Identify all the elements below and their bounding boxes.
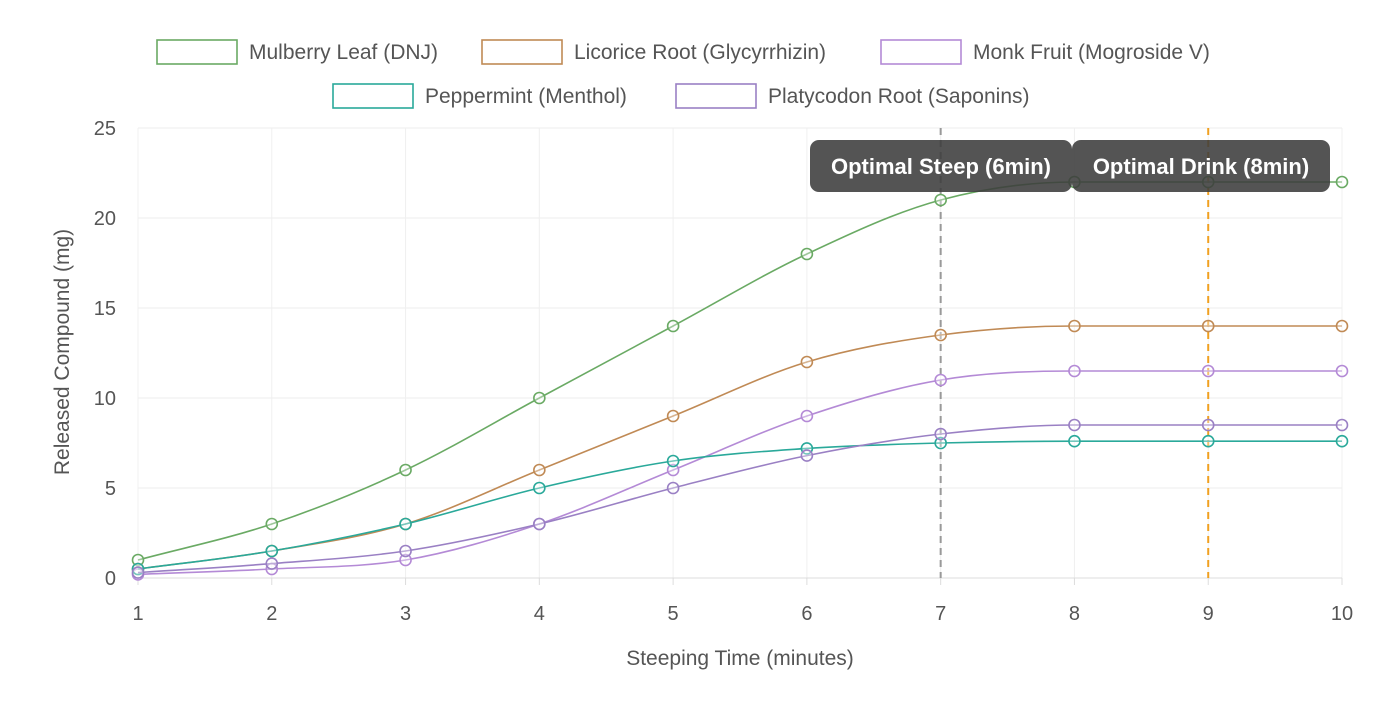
data-point[interactable] (800, 409, 814, 423)
data-point[interactable] (666, 454, 680, 468)
data-point[interactable] (533, 463, 546, 477)
data-point[interactable] (533, 391, 546, 405)
data-point[interactable] (934, 373, 947, 387)
data-point[interactable] (800, 449, 814, 462)
legend-label: Licorice Root (Glycyrrhizin) (574, 41, 826, 64)
legend-label: Monk Fruit (Mogroside V) (973, 41, 1210, 64)
legend-swatch (675, 83, 757, 109)
axes: 0 5 10 15 20 25 1 2 3 4 5 6 7 8 9 10 (94, 118, 1353, 625)
x-tick-label: 10 (1331, 603, 1353, 625)
x-tick-label: 7 (935, 603, 946, 625)
data-point[interactable] (934, 328, 947, 342)
annotation-label: Optimal Drink (8min) (1072, 140, 1330, 192)
legend-label: Peppermint (Menthol) (425, 85, 627, 108)
data-point[interactable] (1068, 418, 1081, 432)
annotation-label-box (810, 140, 1072, 192)
data-point[interactable] (666, 409, 680, 423)
data-point[interactable] (265, 557, 279, 570)
data-point[interactable] (1201, 434, 1215, 448)
legend-item[interactable]: Monk Fruit (Mogroside V) (880, 39, 1210, 65)
data-point[interactable] (265, 517, 279, 531)
data-point[interactable] (1068, 364, 1081, 378)
annotation-lines (939, 128, 1210, 578)
y-tick-label: 10 (94, 388, 116, 410)
y-tick-label: 0 (105, 568, 116, 590)
data-point[interactable] (1335, 175, 1349, 189)
series-5 (131, 418, 1349, 579)
annotation-labels: Optimal Steep (6min) Optimal Drink (8min) (810, 140, 1330, 192)
data-point[interactable] (666, 319, 680, 333)
data-point[interactable] (1335, 434, 1349, 448)
x-tick-label: 6 (801, 603, 812, 625)
data-point[interactable] (399, 544, 412, 558)
x-tick-label: 8 (1069, 603, 1080, 625)
data-point[interactable] (1335, 319, 1349, 333)
data-point[interactable] (131, 566, 145, 579)
y-tick-label: 20 (94, 208, 116, 230)
legend-item[interactable]: Mulberry Leaf (DNJ) (156, 39, 438, 65)
series-line (137, 440, 1342, 570)
data-point[interactable] (1068, 319, 1081, 333)
data-point[interactable] (800, 355, 814, 369)
data-point[interactable] (1068, 434, 1081, 448)
legend: Mulberry Leaf (DNJ) Licorice Root (Glycyr… (156, 39, 1210, 109)
y-tick-label: 15 (94, 298, 116, 320)
data-point[interactable] (533, 481, 546, 495)
y-tick-label: 5 (105, 478, 116, 500)
series-2 (131, 319, 1349, 576)
series-line (137, 370, 1342, 576)
legend-swatch (880, 39, 962, 65)
x-tick-label: 3 (400, 603, 411, 625)
legend-swatch (332, 83, 414, 109)
data-point[interactable] (399, 463, 412, 477)
legend-label: Platycodon Root (Saponins) (768, 85, 1030, 108)
data-point[interactable] (1335, 418, 1349, 432)
data-point[interactable] (265, 544, 279, 558)
annotation-label-text: Optimal Steep (6min) (831, 154, 1051, 179)
series-layer (131, 175, 1349, 581)
data-point[interactable] (1201, 418, 1215, 432)
x-tick-label: 2 (266, 603, 277, 625)
data-point[interactable] (800, 247, 814, 261)
series-4 (131, 434, 1349, 576)
data-point[interactable] (934, 193, 947, 207)
data-point[interactable] (666, 463, 680, 477)
y-axis-title: Released Compound (mg) (51, 229, 74, 475)
legend-item[interactable]: Peppermint (Menthol) (332, 83, 627, 109)
legend-swatch (481, 39, 563, 65)
annotation-label-text: Optimal Drink (8min) (1093, 154, 1309, 179)
data-point[interactable] (1201, 364, 1215, 378)
data-point[interactable] (1335, 364, 1349, 378)
data-point[interactable] (934, 436, 947, 450)
x-tick-label: 9 (1203, 603, 1214, 625)
annotation-label-box (1072, 140, 1330, 192)
legend-swatch (156, 39, 238, 65)
data-point[interactable] (666, 481, 680, 495)
y-tick-label: 25 (94, 118, 116, 140)
annotation-label: Optimal Steep (6min) (810, 140, 1072, 192)
data-point[interactable] (1201, 319, 1215, 333)
x-tick-label: 5 (668, 603, 679, 625)
legend-item[interactable]: Licorice Root (Glycyrrhizin) (481, 39, 826, 65)
data-point[interactable] (533, 517, 546, 531)
grid (137, 127, 1343, 579)
legend-label: Mulberry Leaf (DNJ) (249, 41, 438, 64)
series-line (137, 424, 1342, 574)
x-axis-title: Steeping Time (minutes) (626, 647, 854, 670)
data-point[interactable] (399, 553, 412, 567)
data-point[interactable] (131, 553, 145, 567)
x-tick-label: 4 (534, 603, 545, 625)
x-tick-label: 1 (132, 603, 143, 625)
data-point[interactable] (399, 517, 412, 531)
series-line (137, 325, 1342, 570)
legend-item[interactable]: Platycodon Root (Saponins) (675, 83, 1030, 109)
data-point[interactable] (934, 427, 947, 441)
